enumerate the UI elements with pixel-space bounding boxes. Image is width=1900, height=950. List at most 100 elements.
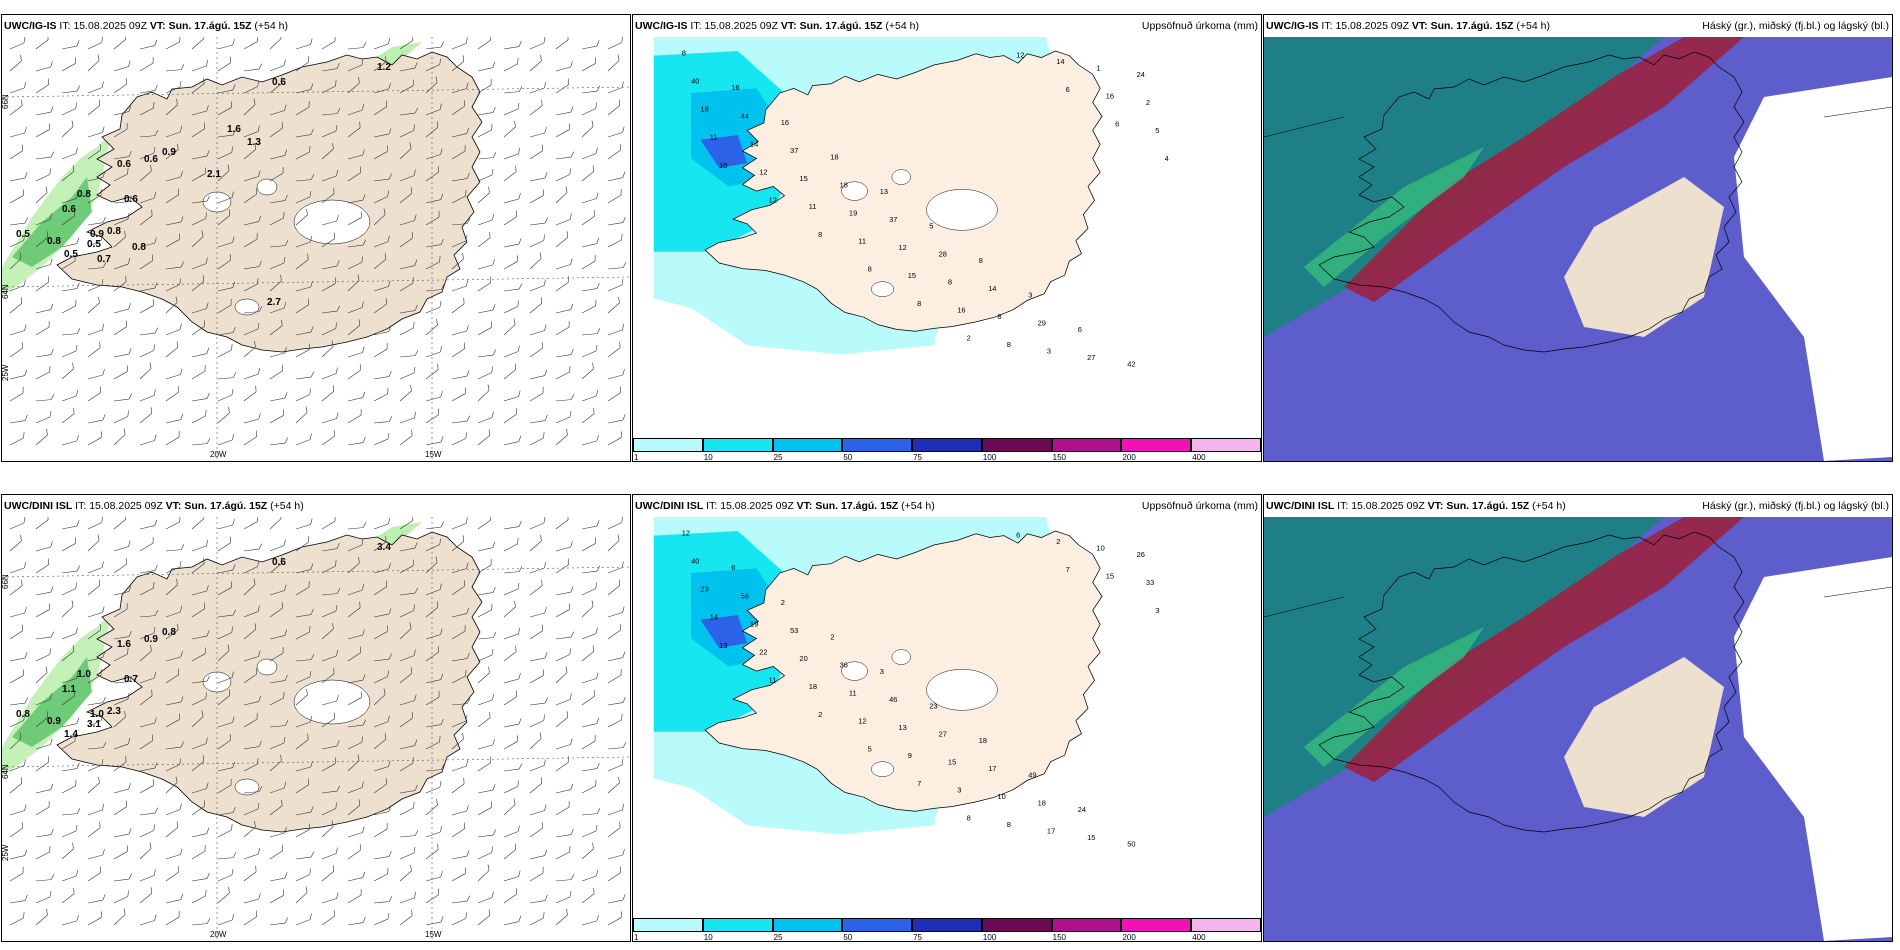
barb-feather [24,652,28,659]
barb-feather [439,58,441,65]
wind-barb [269,917,288,926]
barb-feather [49,693,52,700]
wind-barb [87,99,101,116]
barb-feather [440,148,443,155]
barb-feather [617,54,620,61]
barb-shaft [269,787,285,794]
barb-feather [72,165,75,172]
barb-feather [232,39,235,46]
wind-barb [61,407,75,424]
barb-feather [75,299,77,307]
barb-shaft [321,745,337,750]
wind-barb [555,258,573,270]
barb-feather [466,280,469,287]
wind-barb [373,715,390,728]
barb-shaft [295,44,311,50]
barb-feather [177,143,179,150]
wind-barb [191,77,205,94]
wind-barb [529,172,548,182]
wind-barb [347,166,362,182]
wind-barb [503,165,517,182]
barb-feather [360,646,362,653]
barb-shaft [347,562,360,574]
it-label: IT: [706,500,718,512]
it-label: IT: [75,500,87,512]
barb-feather [102,849,105,856]
wind-barb [425,391,443,402]
barb-feather [414,542,418,549]
barb-shaft [87,437,102,446]
wind-barb [581,282,600,292]
precip-value-label: 16 [781,118,789,127]
wind-barb [113,676,133,684]
coastline [1318,51,1745,353]
wind-barb [191,392,210,402]
wind-barb [9,82,27,94]
barb-feather [358,76,360,84]
wind-barb [529,804,547,816]
wind-barb [61,57,76,72]
barb-shaft [529,420,546,424]
barb-feather [411,429,413,436]
precip-value-label: 15 [1106,572,1114,581]
barb-feather [440,238,444,245]
barb-shaft [87,419,103,424]
wind-barb [217,734,231,750]
barb-feather [154,610,159,616]
init-time: 15.08.2025 09Z [1351,500,1425,512]
barb-shaft [269,38,282,50]
barb-feather [619,341,621,348]
wind-barb [321,910,335,926]
barb-shaft [87,267,104,270]
barb-feather [75,824,78,832]
barb-feather [570,303,574,310]
wind-barb [113,212,130,226]
barb-shaft [165,916,180,926]
barb-feather [202,37,204,40]
barb-shaft [425,651,439,662]
barb-shaft [243,346,256,358]
barb-feather [284,629,288,636]
barb-feather [514,363,517,370]
colorbar-tick-label: 10 [703,933,713,942]
barb-shaft [217,829,232,838]
wind-barb [269,274,282,292]
barb-shaft [87,177,103,182]
barb-shaft [165,436,180,446]
wind-barb [529,54,542,72]
barb-feather [231,671,234,678]
wind-barb [555,123,570,138]
wind-barb [425,363,439,380]
barb-feather [100,189,102,196]
init-time: 15.08.2025 09Z [89,500,163,512]
barb-feather [230,581,232,588]
barb-feather [206,827,210,834]
wind-barb [321,712,336,728]
valid-time: Sun. 17.ágú. 15Z [799,20,883,32]
wind-barb [399,79,414,94]
wind-barb [477,384,490,402]
wind-barb [321,124,338,138]
wind-barb [555,276,569,292]
barb-feather [307,536,309,543]
barb-feather [331,340,334,347]
barb-shaft [269,563,282,574]
barb-feather [47,276,49,283]
barb-feather [414,350,419,356]
colorbar-swatch [1051,438,1122,452]
barb-shaft [243,826,256,838]
barb-shaft [113,563,127,574]
gust-value-label: 0.6 [272,77,286,88]
barb-shaft [399,327,414,336]
barb-feather [596,192,599,199]
wind-barb [347,256,363,270]
barb-feather [127,410,129,417]
gust-value-label: 1.6 [117,639,131,650]
barb-shaft [61,243,77,248]
barb-feather [257,560,259,567]
barb-shaft [165,566,181,574]
precip-value-label: 56 [741,591,749,600]
barb-shaft [87,87,103,94]
wind-barb [581,565,600,574]
barb-shaft [269,877,285,882]
